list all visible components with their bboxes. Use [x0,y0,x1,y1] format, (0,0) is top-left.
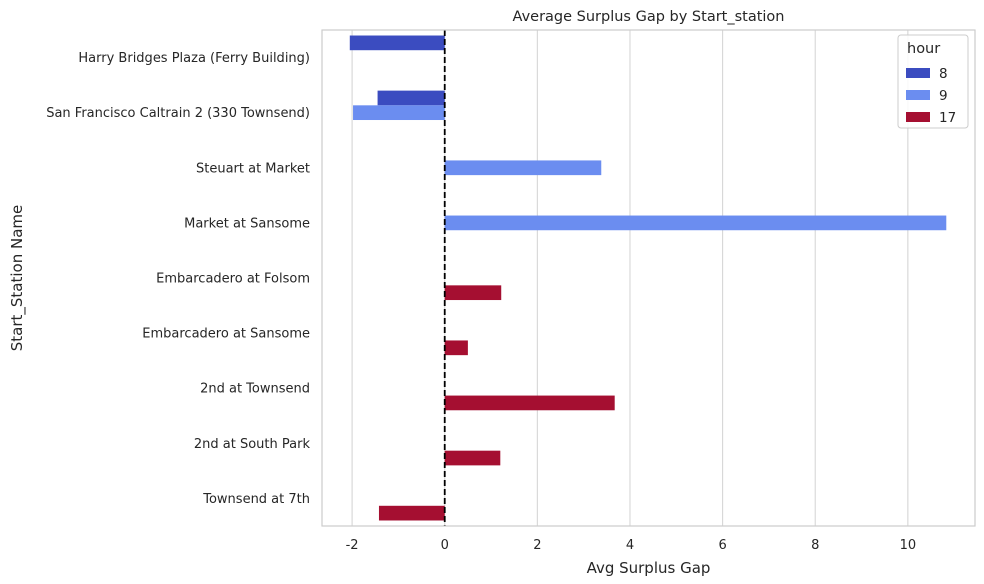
bar-hour-9-1 [353,105,445,121]
y-tick-label-3: Market at Sansome [184,216,310,231]
bar-hour-17-5 [444,340,468,356]
bar-hour-17-8 [378,505,445,521]
legend-swatch-17 [906,112,930,122]
x-axis-ticks: -2 0 2 4 6 8 10 [346,538,917,553]
x-tick-label-1: 0 [441,538,449,553]
plot-frame [321,29,976,527]
x-tick-label-2: 2 [533,538,541,553]
y-tick-label-6: 2nd at Townsend [200,382,310,397]
x-tick-label-6: 10 [900,538,917,553]
chart-title: Average Surplus Gap by Start_station [513,9,785,25]
bar-hour-8-1 [377,90,445,106]
y-tick-label-7: 2nd at South Park [194,437,311,452]
x-tick-label-5: 8 [811,538,819,553]
y-axis-ticks: Harry Bridges Plaza (Ferry Building) San … [46,51,310,507]
y-tick-label-2: Steuart at Market [196,161,310,176]
bar-hour-17-6 [444,395,615,411]
legend-label-9: 9 [939,88,948,104]
x-axis-title: Avg Surplus Gap [587,559,711,577]
y-tick-label-4: Embarcadero at Folsom [156,272,310,287]
y-tick-label-8: Townsend at 7th [202,492,310,507]
bar-hour-8-0 [349,35,445,51]
legend-swatch-8 [906,68,930,78]
y-tick-label-0: Harry Bridges Plaza (Ferry Building) [78,51,310,66]
legend: hour 8 9 17 [897,34,969,129]
legend-title: hour [907,41,940,57]
y-tick-label-5: Embarcadero at Sansome [142,327,310,342]
bar-hour-17-7 [444,450,501,466]
y-tick-label-1: San Francisco Caltrain 2 (330 Townsend) [46,106,310,121]
x-tick-label-3: 4 [626,538,634,553]
x-tick-label-0: -2 [346,538,359,553]
legend-swatch-9 [906,90,930,100]
bar-hour-9-2 [444,160,602,176]
legend-label-8: 8 [939,66,948,82]
x-tick-label-4: 6 [718,538,726,553]
legend-label-17: 17 [939,110,956,126]
bar-hour-17-4 [444,285,502,301]
bar-hour-9-3 [444,215,947,231]
bars [349,35,947,521]
y-axis-title: Start_Station Name [8,205,27,352]
legend-box [897,34,969,129]
